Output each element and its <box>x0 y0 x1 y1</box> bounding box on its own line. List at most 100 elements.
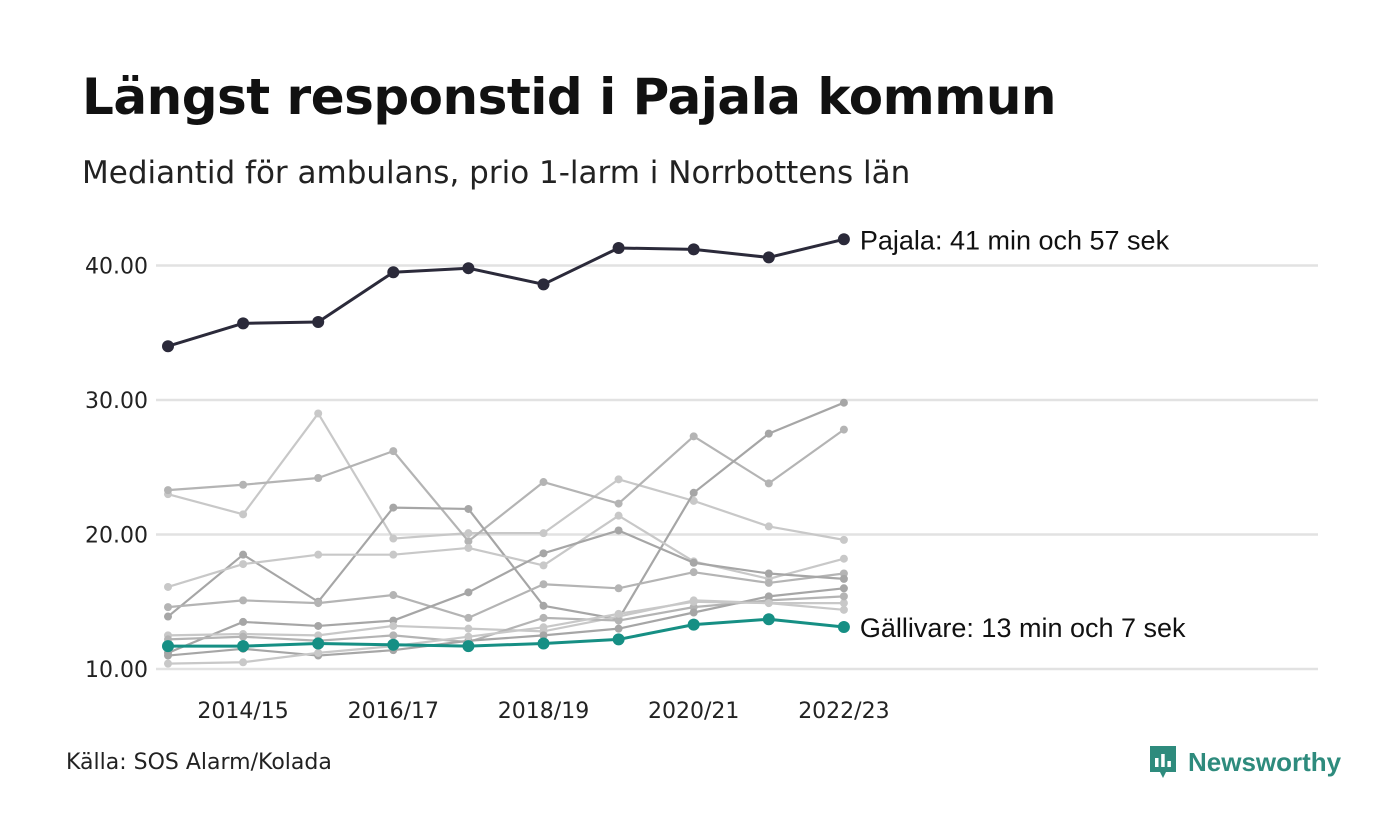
series-line <box>167 600 844 665</box>
data-point <box>689 432 698 441</box>
data-point <box>837 621 850 634</box>
data-point <box>387 638 400 651</box>
data-point <box>537 637 550 650</box>
series-line <box>167 428 845 543</box>
data-point <box>687 618 700 631</box>
data-point <box>837 233 850 246</box>
data-point <box>689 597 698 606</box>
data-point <box>389 534 398 543</box>
y-tick-label: 10.00 <box>85 658 148 683</box>
data-point <box>312 315 325 328</box>
data-point <box>539 631 548 640</box>
x-tick-label: 2022/23 <box>798 699 889 724</box>
series-line <box>167 529 844 654</box>
series-background <box>164 597 848 668</box>
data-point <box>839 584 848 593</box>
y-tick-label: 40.00 <box>85 255 148 280</box>
data-point <box>764 599 773 608</box>
series-background <box>164 425 848 546</box>
series-background <box>164 526 848 657</box>
data-point <box>239 510 248 519</box>
data-point <box>162 340 174 353</box>
data-point <box>762 251 775 264</box>
data-point <box>614 616 623 625</box>
data-point <box>839 398 848 407</box>
x-tick-label: 2014/15 <box>197 699 288 724</box>
data-point <box>464 529 473 538</box>
data-point <box>764 569 773 578</box>
data-point <box>764 578 773 587</box>
chart-title: Längst responstid i Pajala kommun <box>82 68 1057 126</box>
data-point <box>389 631 398 640</box>
data-point <box>614 584 623 593</box>
series-gällivare <box>162 613 850 653</box>
data-point <box>539 601 548 610</box>
data-point <box>539 529 548 538</box>
data-point <box>239 560 248 569</box>
data-point <box>164 651 172 660</box>
data-point <box>462 640 475 653</box>
data-point <box>689 608 698 617</box>
source-note: Källa: SOS Alarm/Kolada <box>66 750 332 775</box>
data-point <box>239 596 248 605</box>
data-point <box>237 317 250 330</box>
newsworthy-logo-text: Newsworthy <box>1188 746 1342 777</box>
data-point <box>839 425 848 434</box>
data-point <box>239 658 248 667</box>
data-point <box>239 480 248 489</box>
data-point <box>314 648 323 657</box>
data-point <box>314 474 323 483</box>
data-point <box>539 623 548 632</box>
data-point <box>614 609 623 618</box>
data-point <box>464 613 473 622</box>
data-point <box>539 478 548 487</box>
data-point <box>464 624 473 633</box>
series-label-gällivare: Gällivare: 13 min och 7 sek <box>860 613 1186 643</box>
data-point <box>312 637 325 650</box>
data-point <box>389 550 398 559</box>
data-point <box>764 429 773 438</box>
data-point <box>464 543 473 552</box>
x-tick-label: 2016/17 <box>348 699 439 724</box>
data-point <box>764 479 773 488</box>
data-point <box>539 561 548 570</box>
data-point <box>614 475 623 484</box>
data-point <box>389 621 398 630</box>
newsworthy-logo[interactable]: Newsworthy <box>1148 744 1341 780</box>
data-point <box>839 574 848 583</box>
data-point <box>539 549 548 558</box>
data-point <box>389 503 398 512</box>
data-point <box>764 592 773 601</box>
data-point <box>689 488 698 497</box>
data-point <box>839 605 848 614</box>
series-background <box>164 409 848 544</box>
x-tick-label: 2020/21 <box>648 699 739 724</box>
data-point <box>689 568 698 577</box>
series-pajala <box>162 233 850 353</box>
data-point <box>537 278 550 291</box>
data-point <box>689 558 698 567</box>
data-point <box>839 599 848 608</box>
y-tick-label: 20.00 <box>85 524 148 549</box>
data-point <box>164 582 172 591</box>
series-line <box>167 412 845 541</box>
data-point <box>539 613 548 622</box>
data-point <box>387 266 400 279</box>
data-point <box>839 535 848 544</box>
series-line <box>168 617 845 648</box>
data-point <box>764 522 773 531</box>
data-point <box>314 409 323 418</box>
data-point <box>164 603 172 612</box>
data-point <box>614 624 623 633</box>
y-tick-label: 30.00 <box>85 389 148 414</box>
chart-subtitle: Mediantid för ambulans, prio 1-larm i No… <box>82 155 911 191</box>
data-point <box>612 242 625 255</box>
data-point <box>314 599 323 608</box>
data-point <box>839 592 848 601</box>
data-point <box>162 640 174 653</box>
data-point <box>237 640 250 653</box>
data-point <box>614 499 623 508</box>
series-line <box>167 514 845 589</box>
data-point <box>464 588 473 597</box>
